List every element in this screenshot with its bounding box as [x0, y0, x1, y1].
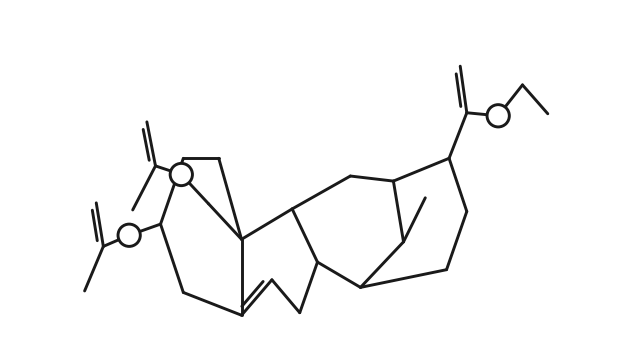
- Circle shape: [170, 163, 193, 186]
- Circle shape: [487, 105, 509, 127]
- Circle shape: [118, 224, 140, 246]
